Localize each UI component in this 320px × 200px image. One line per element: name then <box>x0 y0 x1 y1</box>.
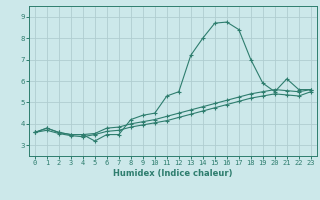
X-axis label: Humidex (Indice chaleur): Humidex (Indice chaleur) <box>113 169 233 178</box>
